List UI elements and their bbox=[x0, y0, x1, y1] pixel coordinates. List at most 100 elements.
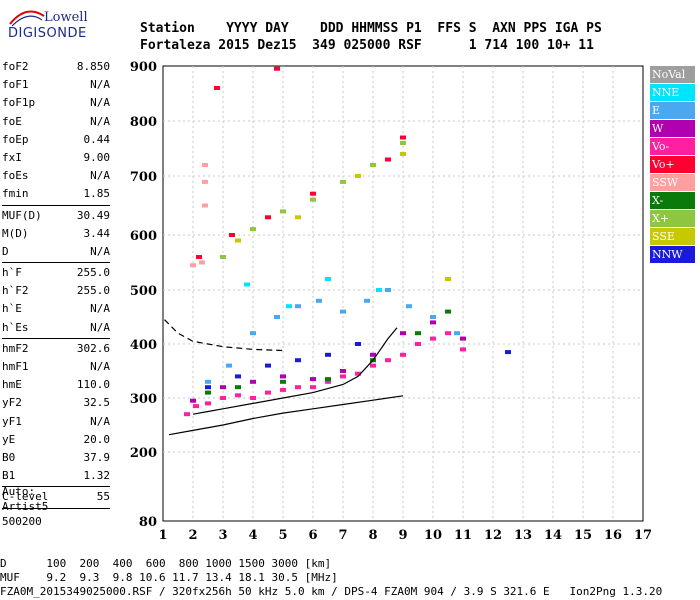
echo-point bbox=[286, 304, 292, 309]
echo-point bbox=[400, 331, 406, 336]
echo-point bbox=[460, 336, 466, 341]
param-value: 30.49 bbox=[76, 208, 110, 222]
legend-item: NNE bbox=[650, 84, 695, 101]
echo-point bbox=[220, 255, 226, 259]
param-name: hmF2 bbox=[2, 341, 29, 355]
x-tick-label: 2 bbox=[188, 528, 197, 543]
echo-point bbox=[235, 393, 241, 398]
param-value: 302.6 bbox=[76, 341, 110, 355]
echo-point bbox=[295, 304, 301, 309]
profile-line bbox=[168, 395, 404, 436]
x-tick-label: 3 bbox=[218, 528, 227, 543]
param-row: fxI 9.00 bbox=[2, 149, 110, 167]
echo-point bbox=[370, 163, 376, 167]
param-row: foF1p N/A bbox=[2, 94, 110, 112]
param-row: foE N/A bbox=[2, 113, 110, 131]
legend-item: E bbox=[650, 102, 695, 119]
echo-point bbox=[460, 347, 466, 352]
echo-point bbox=[199, 260, 205, 265]
echo-point bbox=[400, 135, 406, 140]
param-name: foE bbox=[2, 114, 22, 128]
y-tick-label: 800 bbox=[130, 115, 157, 130]
echo-point bbox=[295, 385, 301, 390]
echo-point bbox=[184, 412, 190, 417]
param-value: 8.850 bbox=[76, 60, 110, 73]
param-name: fxI bbox=[2, 150, 22, 164]
polarization-legend: NoVal NNE E W Vo- Vo+ SSW X- X+ SSE NNW bbox=[650, 66, 695, 264]
echo-point bbox=[274, 315, 280, 319]
x-tick-label: 8 bbox=[368, 528, 377, 543]
param-row: D N/A bbox=[2, 243, 110, 261]
echo-point bbox=[340, 369, 346, 373]
echo-point bbox=[205, 379, 211, 384]
auto-program: Artist5 bbox=[2, 500, 49, 513]
legend-item: X- bbox=[650, 192, 695, 209]
param-value: N/A bbox=[90, 302, 110, 316]
param-name: D bbox=[2, 244, 9, 258]
x-tick-label: 4 bbox=[248, 528, 257, 543]
param-name: C-level bbox=[2, 490, 49, 504]
param-row: MUF(D) 30.49 bbox=[2, 207, 110, 225]
y-tick-label: 500 bbox=[130, 284, 157, 299]
echo-point bbox=[430, 336, 436, 341]
param-value: 55 bbox=[96, 490, 110, 504]
y-tick-label: 80 bbox=[139, 515, 157, 530]
legend-item: X+ bbox=[650, 210, 695, 227]
footer-file-info: FZA0M_2015349025000.RSF / 320fx256h 50 k… bbox=[0, 585, 663, 598]
param-value: N/A bbox=[90, 244, 110, 258]
param-row: M(D) 3.44 bbox=[2, 225, 110, 243]
param-name: foEp bbox=[2, 132, 29, 146]
param-row: B1 1.32 bbox=[2, 467, 110, 485]
echo-point bbox=[196, 255, 202, 259]
echo-point bbox=[400, 152, 406, 156]
x-tick-label: 13 bbox=[514, 528, 532, 543]
param-name: yF1 bbox=[2, 414, 22, 428]
parameter-panel: foF2 8.850 foF1 N/A foF1p N/A foE N/A foEp 0.44 fx… bbox=[2, 58, 110, 510]
echo-point bbox=[340, 309, 346, 314]
echo-point bbox=[295, 215, 301, 220]
param-name: h`Es bbox=[2, 320, 29, 334]
echo-point bbox=[445, 277, 451, 281]
echo-point bbox=[385, 157, 391, 162]
param-name: yE bbox=[2, 432, 16, 446]
param-name: MUF(D) bbox=[2, 208, 42, 222]
legend-item: SSE bbox=[650, 228, 695, 245]
echo-point bbox=[364, 298, 370, 303]
echo-point bbox=[370, 363, 376, 368]
echo-point bbox=[265, 363, 271, 368]
echo-point bbox=[244, 282, 250, 287]
echo-point bbox=[280, 379, 286, 384]
legend-item: Vo+ bbox=[650, 156, 695, 173]
param-group: hmF2 302.6 hmF1 N/A hmE 110.0 yF2 32.5 yF1 N/A yE 2… bbox=[2, 340, 110, 486]
x-tick-label: 5 bbox=[278, 528, 287, 543]
echo-point bbox=[400, 352, 406, 357]
echo-point bbox=[355, 174, 361, 178]
x-tick-label: 11 bbox=[454, 528, 472, 543]
param-name: hmF1 bbox=[2, 360, 29, 373]
echo-point bbox=[235, 374, 241, 379]
echo-point bbox=[220, 396, 226, 400]
x-tick-label: 6 bbox=[308, 528, 317, 543]
separator bbox=[2, 486, 110, 488]
param-value: 20.0 bbox=[83, 432, 111, 446]
param-value: 1.32 bbox=[83, 469, 111, 483]
echo-point bbox=[235, 238, 241, 243]
footer-info: D 100 200 400 600 800 1000 1500 3000 [km… bbox=[0, 557, 662, 599]
logo-line-2: DIGISONDE bbox=[8, 26, 87, 41]
separator bbox=[2, 204, 110, 206]
echo-point bbox=[295, 358, 301, 363]
echo-point bbox=[190, 398, 196, 403]
param-name: h`F2 bbox=[2, 284, 29, 298]
echo-point bbox=[310, 377, 316, 382]
echo-point bbox=[250, 331, 256, 336]
echo-point bbox=[406, 304, 412, 309]
echo-points bbox=[184, 66, 511, 417]
profile-line bbox=[192, 327, 398, 415]
param-name: foF1p bbox=[2, 96, 36, 110]
param-row: h`Es N/A bbox=[2, 319, 110, 337]
echo-point bbox=[340, 374, 346, 379]
param-row: h`F2 255.0 bbox=[2, 282, 110, 300]
param-row: hmE 110.0 bbox=[2, 376, 110, 394]
profile-lines bbox=[164, 319, 404, 436]
auto-version: 500200 bbox=[2, 515, 42, 528]
